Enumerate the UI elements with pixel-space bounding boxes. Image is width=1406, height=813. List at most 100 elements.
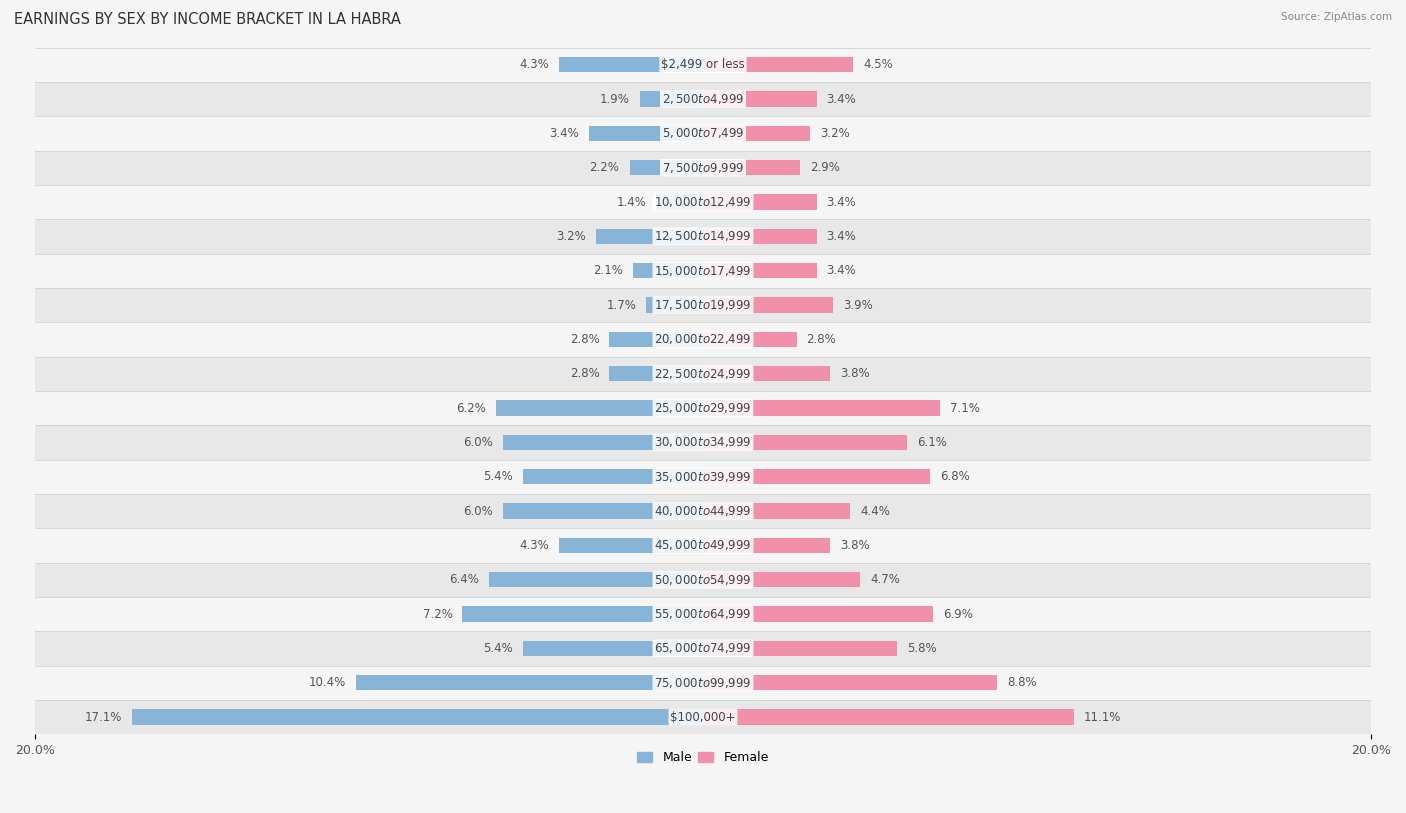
Bar: [35, 666, 1371, 700]
Bar: [609, 366, 703, 381]
Bar: [703, 400, 941, 415]
Bar: [35, 357, 1371, 391]
Text: 5.4%: 5.4%: [482, 641, 513, 654]
Text: 6.0%: 6.0%: [463, 436, 492, 449]
Bar: [630, 160, 703, 176]
Text: $12,500 to $14,999: $12,500 to $14,999: [654, 229, 752, 243]
Bar: [703, 228, 817, 244]
Bar: [356, 675, 703, 690]
Text: $30,000 to $34,999: $30,000 to $34,999: [654, 435, 752, 450]
Text: $35,000 to $39,999: $35,000 to $39,999: [654, 470, 752, 484]
Text: $65,000 to $74,999: $65,000 to $74,999: [654, 641, 752, 655]
Bar: [35, 700, 1371, 734]
Bar: [596, 228, 703, 244]
Bar: [132, 709, 703, 724]
Bar: [703, 366, 830, 381]
Bar: [647, 298, 703, 313]
Bar: [35, 254, 1371, 288]
Bar: [35, 391, 1371, 425]
Bar: [523, 469, 703, 485]
Text: 7.1%: 7.1%: [950, 402, 980, 415]
Text: 5.4%: 5.4%: [482, 470, 513, 483]
Text: 4.3%: 4.3%: [520, 59, 550, 72]
Bar: [703, 263, 817, 278]
Text: $10,000 to $12,499: $10,000 to $12,499: [654, 195, 752, 209]
Bar: [703, 126, 810, 141]
Bar: [35, 597, 1371, 631]
Text: $40,000 to $44,999: $40,000 to $44,999: [654, 504, 752, 518]
Text: $22,500 to $24,999: $22,500 to $24,999: [654, 367, 752, 380]
Text: EARNINGS BY SEX BY INCOME BRACKET IN LA HABRA: EARNINGS BY SEX BY INCOME BRACKET IN LA …: [14, 12, 401, 27]
Text: 5.8%: 5.8%: [907, 641, 936, 654]
Bar: [703, 709, 1074, 724]
Text: 2.8%: 2.8%: [569, 367, 599, 380]
Text: 2.1%: 2.1%: [593, 264, 623, 277]
Text: 3.2%: 3.2%: [557, 230, 586, 243]
Bar: [703, 91, 817, 107]
Text: 2.8%: 2.8%: [569, 333, 599, 346]
Bar: [35, 425, 1371, 459]
Bar: [35, 528, 1371, 563]
Text: $20,000 to $22,499: $20,000 to $22,499: [654, 333, 752, 346]
Text: $75,000 to $99,999: $75,000 to $99,999: [654, 676, 752, 689]
Text: 3.8%: 3.8%: [839, 539, 869, 552]
Bar: [703, 160, 800, 176]
Bar: [35, 220, 1371, 254]
Text: 3.2%: 3.2%: [820, 127, 849, 140]
Bar: [523, 641, 703, 656]
Text: 1.4%: 1.4%: [616, 195, 647, 208]
Legend: Male, Female: Male, Female: [633, 746, 773, 769]
Text: 2.8%: 2.8%: [807, 333, 837, 346]
Bar: [35, 563, 1371, 597]
Bar: [35, 82, 1371, 116]
Bar: [560, 537, 703, 553]
Bar: [35, 631, 1371, 666]
Text: 6.8%: 6.8%: [941, 470, 970, 483]
Bar: [502, 503, 703, 519]
Bar: [35, 47, 1371, 82]
Text: $17,500 to $19,999: $17,500 to $19,999: [654, 298, 752, 312]
Bar: [560, 57, 703, 72]
Text: 2.2%: 2.2%: [589, 161, 620, 174]
Text: $2,500 to $4,999: $2,500 to $4,999: [662, 92, 744, 106]
Text: 3.4%: 3.4%: [827, 230, 856, 243]
Text: 6.1%: 6.1%: [917, 436, 946, 449]
Text: 3.4%: 3.4%: [827, 195, 856, 208]
Bar: [35, 322, 1371, 357]
Text: 17.1%: 17.1%: [84, 711, 122, 724]
Text: $15,000 to $17,499: $15,000 to $17,499: [654, 263, 752, 278]
Bar: [703, 537, 830, 553]
Text: 3.9%: 3.9%: [844, 298, 873, 311]
Text: $5,000 to $7,499: $5,000 to $7,499: [662, 126, 744, 141]
Text: 6.4%: 6.4%: [450, 573, 479, 586]
Text: $100,000+: $100,000+: [671, 711, 735, 724]
Text: 11.1%: 11.1%: [1084, 711, 1121, 724]
Bar: [703, 503, 851, 519]
Text: 4.7%: 4.7%: [870, 573, 900, 586]
Text: 1.9%: 1.9%: [599, 93, 630, 106]
Bar: [35, 288, 1371, 322]
Text: 6.9%: 6.9%: [943, 607, 973, 620]
Bar: [657, 194, 703, 210]
Bar: [609, 332, 703, 347]
Bar: [496, 400, 703, 415]
Text: $2,499 or less: $2,499 or less: [661, 59, 745, 72]
Bar: [703, 675, 997, 690]
Text: 6.2%: 6.2%: [456, 402, 486, 415]
Text: $7,500 to $9,999: $7,500 to $9,999: [662, 161, 744, 175]
Text: $25,000 to $29,999: $25,000 to $29,999: [654, 401, 752, 415]
Text: 1.7%: 1.7%: [606, 298, 636, 311]
Text: 3.4%: 3.4%: [827, 93, 856, 106]
Bar: [703, 606, 934, 622]
Bar: [640, 91, 703, 107]
Bar: [703, 194, 817, 210]
Text: 3.4%: 3.4%: [550, 127, 579, 140]
Bar: [502, 435, 703, 450]
Bar: [589, 126, 703, 141]
Bar: [703, 572, 860, 588]
Bar: [703, 641, 897, 656]
Text: 6.0%: 6.0%: [463, 505, 492, 518]
Text: 3.4%: 3.4%: [827, 264, 856, 277]
Bar: [35, 459, 1371, 493]
Bar: [463, 606, 703, 622]
